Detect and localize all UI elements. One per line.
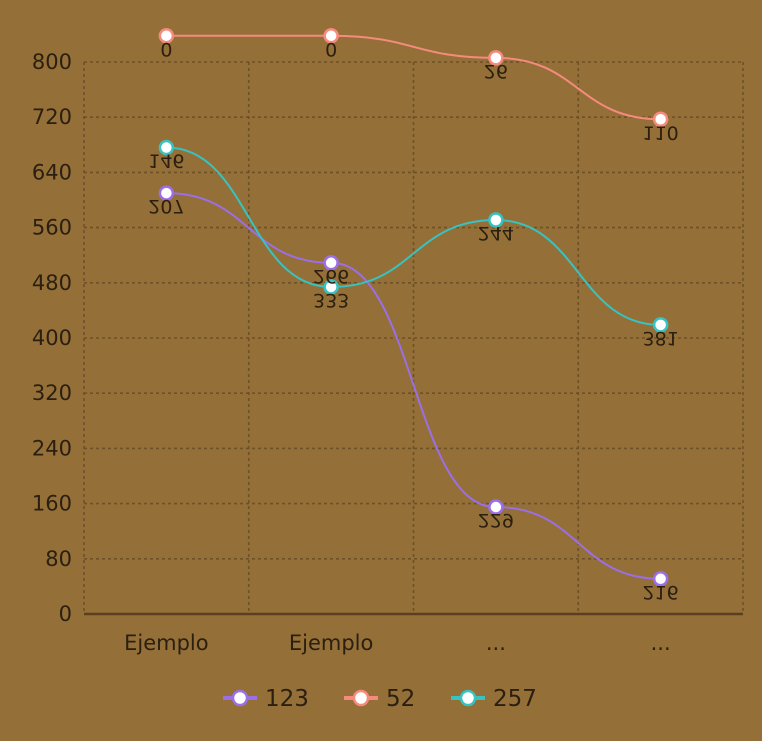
data-label-123: 229 xyxy=(478,509,514,531)
y-tick-label: 80 xyxy=(45,547,72,571)
series-points xyxy=(158,28,669,587)
data-label-257: 333 xyxy=(313,289,349,311)
data-label-123: 207 xyxy=(148,195,184,217)
legend-item-52[interactable]: 52 xyxy=(344,686,415,712)
legend-label: 52 xyxy=(386,686,415,712)
data-label-52: 26 xyxy=(484,60,508,82)
y-tick-label: 0 xyxy=(59,602,72,626)
legend-label: 257 xyxy=(493,686,537,712)
data-point-52[interactable] xyxy=(158,28,175,44)
data-label-123: 266 xyxy=(313,265,349,287)
x-tick-label: Ejemplo xyxy=(289,631,374,655)
x-tick-label: Ejemplo xyxy=(124,631,209,655)
data-point-257[interactable] xyxy=(158,139,175,156)
data-point-123[interactable] xyxy=(323,255,339,271)
series-line-257 xyxy=(166,146,661,326)
data-label-257: 244 xyxy=(478,222,514,244)
data-point-123[interactable] xyxy=(158,185,175,201)
y-tick-label: 640 xyxy=(32,160,72,184)
legend[interactable]: 123 52 257 xyxy=(223,686,537,712)
legend-swatch-marker xyxy=(231,689,249,707)
legend-label: 123 xyxy=(265,686,309,712)
series-line-123 xyxy=(166,192,661,580)
data-label-257: 146 xyxy=(148,150,184,172)
y-tick-label: 480 xyxy=(32,271,72,295)
y-tick-label: 160 xyxy=(32,492,72,516)
data-point-52[interactable] xyxy=(488,50,504,66)
y-tick-label: 400 xyxy=(32,326,72,350)
data-label-257: 381 xyxy=(642,327,678,349)
series-lines xyxy=(166,34,661,580)
data-label-52: 110 xyxy=(642,121,678,143)
data-label-123: 216 xyxy=(642,581,678,603)
y-tick-label: 320 xyxy=(32,381,72,405)
legend-item-257[interactable]: 257 xyxy=(451,686,537,712)
series-line-52 xyxy=(166,34,661,121)
data-labels: 207 266 229 216 0 0 26 110 146 333 244 381 xyxy=(148,38,679,603)
data-point-52[interactable] xyxy=(652,111,669,128)
x-tick-label: ... xyxy=(651,631,671,655)
legend-swatch-marker xyxy=(459,689,477,707)
y-tick-label: 800 xyxy=(32,50,72,74)
data-point-123[interactable] xyxy=(488,499,504,515)
data-point-257[interactable] xyxy=(323,279,339,295)
y-axis: 0 80 160 240 320 400 480 560 640 720 800 xyxy=(32,50,72,626)
data-point-52[interactable] xyxy=(323,28,339,44)
data-label-52: 0 xyxy=(160,38,172,60)
data-point-257[interactable] xyxy=(652,317,669,333)
legend-item-123[interactable]: 123 xyxy=(223,686,309,712)
data-point-257[interactable] xyxy=(488,212,504,228)
y-tick-label: 240 xyxy=(32,436,72,460)
data-point-123[interactable] xyxy=(652,571,669,587)
y-tick-label: 560 xyxy=(32,216,72,240)
grid xyxy=(83,61,744,616)
x-tick-label: ... xyxy=(486,631,506,655)
legend-swatch-marker xyxy=(352,689,370,707)
data-label-52: 0 xyxy=(325,38,337,60)
y-tick-label: 720 xyxy=(32,105,72,129)
x-axis: Ejemplo Ejemplo...... xyxy=(124,631,671,655)
